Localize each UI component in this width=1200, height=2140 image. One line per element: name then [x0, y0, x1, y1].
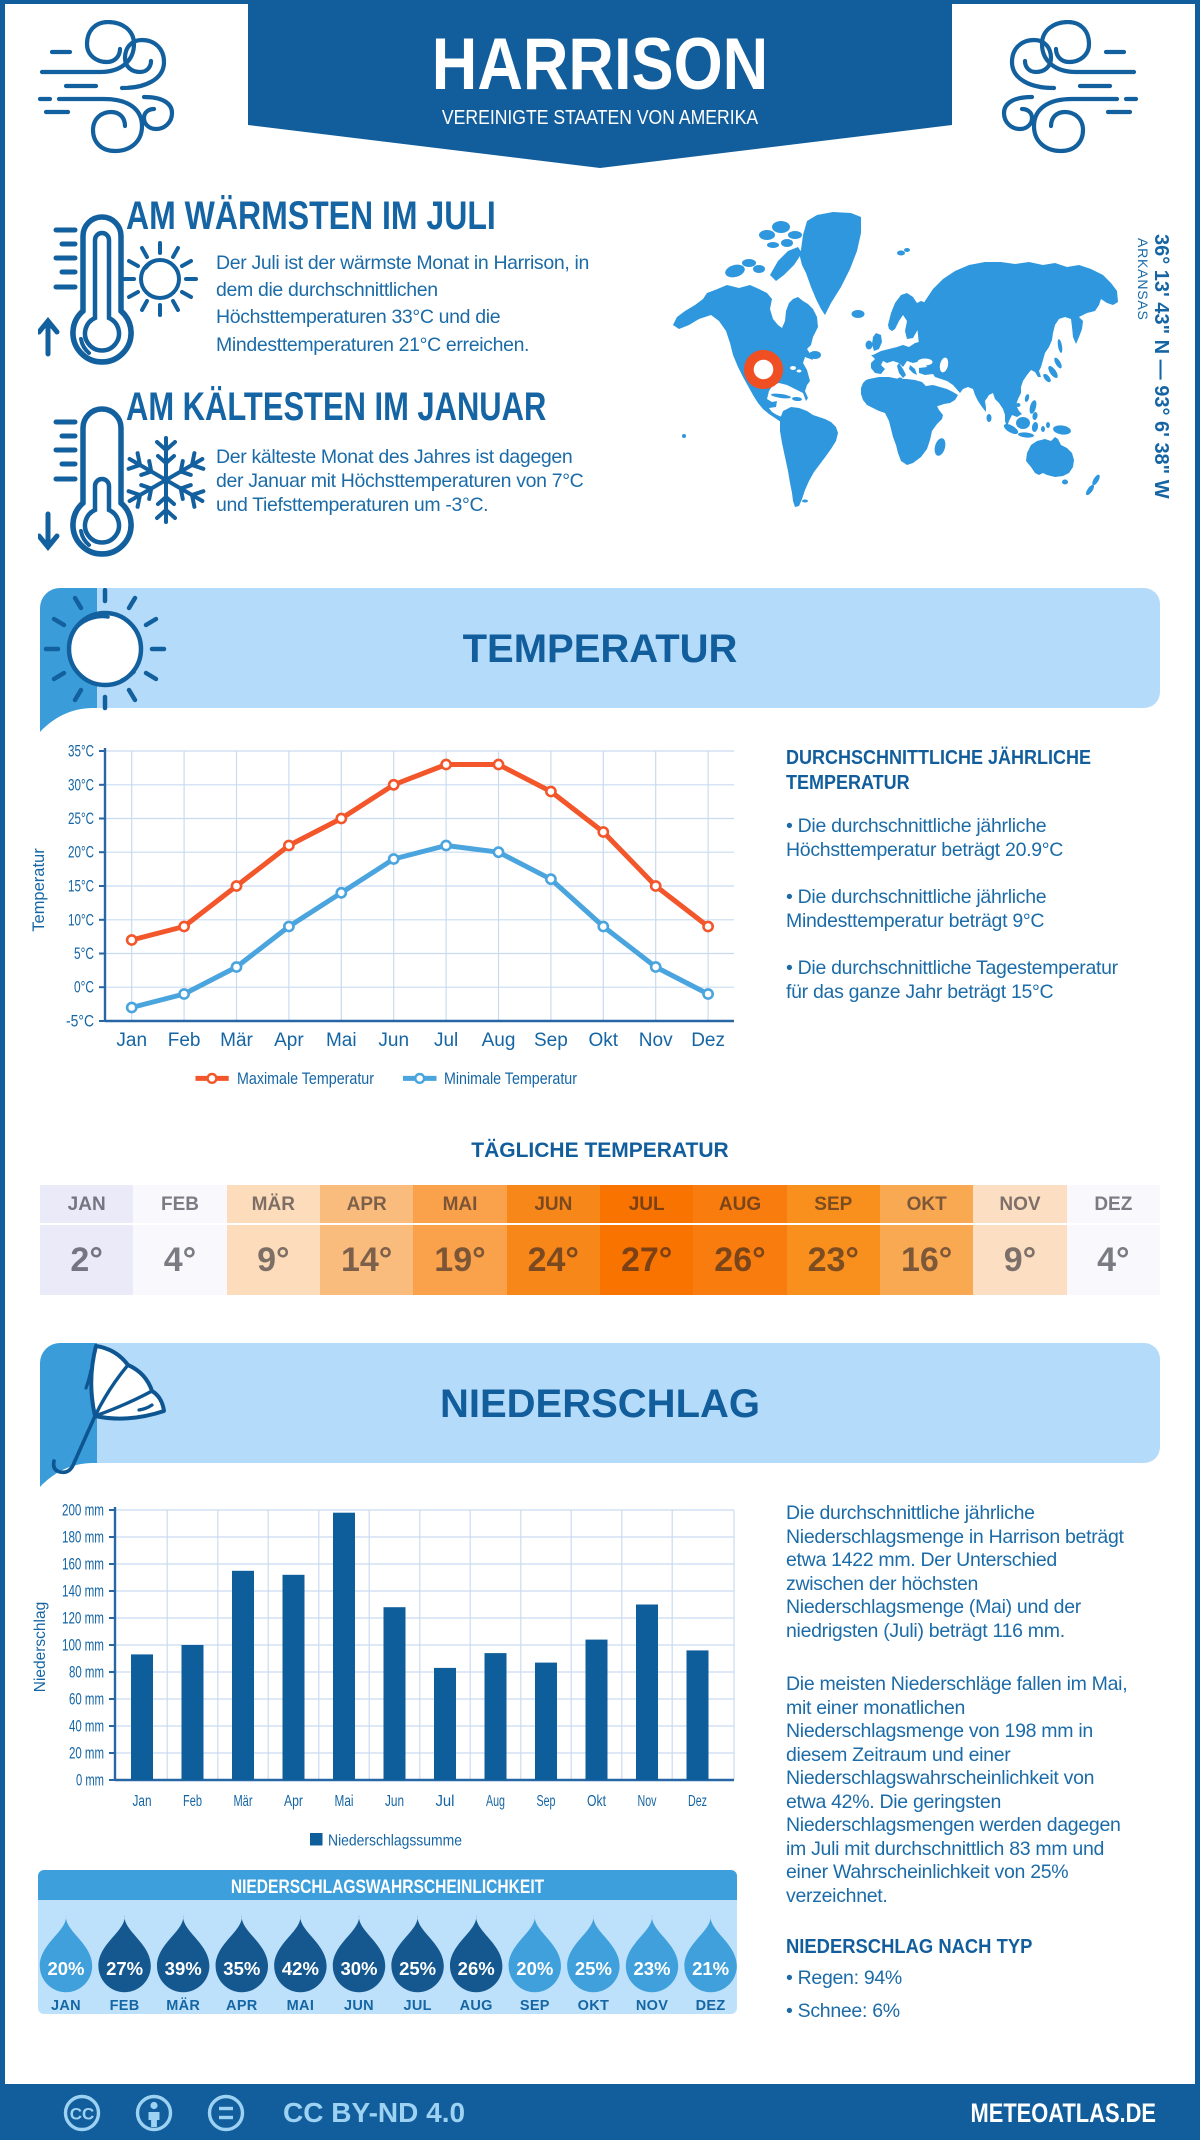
svg-text:DEZ: DEZ [696, 1998, 726, 2014]
svg-text:Nov: Nov [638, 1793, 657, 1810]
svg-text:OKT: OKT [578, 1998, 610, 2014]
svg-text:NOV: NOV [636, 1998, 668, 2014]
svg-text:10°C: 10°C [68, 911, 94, 929]
svg-text:Sep: Sep [537, 1793, 556, 1810]
svg-text:25%: 25% [575, 1958, 612, 1979]
svg-text:21%: 21% [692, 1958, 729, 1979]
svg-text:180 mm: 180 mm [62, 1529, 104, 1547]
svg-text:0 mm: 0 mm [76, 1772, 104, 1790]
svg-text:CC: CC [70, 2105, 95, 2124]
svg-text:15°C: 15°C [68, 878, 94, 896]
svg-text:20%: 20% [516, 1958, 553, 1979]
svg-text:Mai: Mai [326, 1030, 357, 1051]
svg-text:Temperatur: Temperatur [30, 848, 48, 932]
svg-text:20°C: 20°C [68, 844, 94, 862]
svg-text:Minimale Temperatur: Minimale Temperatur [444, 1070, 577, 1088]
svg-text:SEP: SEP [520, 1998, 550, 2014]
svg-text:Aug: Aug [486, 1793, 505, 1810]
svg-text:FEB: FEB [110, 1998, 140, 2014]
svg-text:TEMPERATUR: TEMPERATUR [463, 627, 738, 671]
svg-text:25%: 25% [399, 1958, 436, 1979]
svg-text:0°C: 0°C [74, 979, 94, 997]
svg-text:Jun: Jun [385, 1793, 404, 1810]
svg-text:Jul: Jul [434, 1030, 458, 1051]
svg-text:Apr: Apr [274, 1030, 304, 1051]
svg-text:Dez: Dez [688, 1793, 707, 1810]
svg-text:Mai: Mai [335, 1793, 354, 1810]
svg-text:Feb: Feb [183, 1793, 202, 1810]
svg-text:Mär: Mär [220, 1030, 253, 1051]
svg-text:Jun: Jun [378, 1030, 409, 1051]
svg-text:Maximale Temperatur: Maximale Temperatur [237, 1070, 374, 1088]
svg-text:30%: 30% [340, 1958, 377, 1979]
svg-text:NIEDERSCHLAG: NIEDERSCHLAG [440, 1382, 760, 1426]
svg-text:-5°C: -5°C [66, 1013, 94, 1031]
svg-text:80 mm: 80 mm [69, 1664, 104, 1682]
svg-text:20%: 20% [47, 1958, 84, 1979]
svg-text:Jan: Jan [133, 1793, 152, 1810]
svg-text:Dez: Dez [691, 1030, 725, 1051]
svg-text:Apr: Apr [284, 1793, 303, 1810]
svg-text:27%: 27% [106, 1958, 143, 1979]
svg-text:35°C: 35°C [68, 743, 94, 761]
svg-text:Okt: Okt [587, 1793, 607, 1810]
svg-text:39%: 39% [165, 1958, 202, 1979]
svg-text:Feb: Feb [168, 1030, 201, 1051]
svg-text:140 mm: 140 mm [62, 1583, 104, 1601]
svg-text:26%: 26% [458, 1958, 495, 1979]
svg-text:Okt: Okt [589, 1030, 619, 1051]
svg-text:Aug: Aug [482, 1030, 516, 1051]
svg-text:Mär: Mär [234, 1793, 253, 1810]
svg-text:MÄR: MÄR [166, 1997, 200, 2014]
svg-text:Nov: Nov [639, 1030, 673, 1051]
svg-text:Niederschlag: Niederschlag [32, 1602, 49, 1692]
svg-text:160 mm: 160 mm [62, 1556, 104, 1574]
svg-text:MAI: MAI [287, 1998, 314, 2014]
svg-text:100 mm: 100 mm [62, 1637, 104, 1655]
svg-text:60 mm: 60 mm [69, 1691, 104, 1709]
svg-text:Jan: Jan [116, 1030, 147, 1051]
svg-text:AUG: AUG [460, 1998, 493, 2014]
svg-text:JAN: JAN [51, 1998, 81, 2014]
svg-text:40 mm: 40 mm [69, 1718, 104, 1736]
svg-text:5°C: 5°C [74, 945, 94, 963]
svg-text:20 mm: 20 mm [69, 1745, 104, 1763]
svg-text:JUN: JUN [344, 1998, 374, 2014]
svg-text:23%: 23% [633, 1958, 670, 1979]
svg-text:42%: 42% [282, 1958, 319, 1979]
svg-text:30°C: 30°C [68, 776, 94, 794]
svg-text:25°C: 25°C [68, 810, 94, 828]
svg-text:200 mm: 200 mm [62, 1502, 104, 1520]
svg-text:APR: APR [226, 1998, 258, 2014]
svg-text:120 mm: 120 mm [62, 1610, 104, 1628]
svg-text:Sep: Sep [534, 1030, 568, 1051]
svg-text:Niederschlagssumme: Niederschlagssumme [328, 1833, 462, 1850]
svg-text:JUL: JUL [403, 1998, 431, 2014]
svg-text:Jul: Jul [436, 1793, 455, 1810]
svg-text:35%: 35% [223, 1958, 260, 1979]
